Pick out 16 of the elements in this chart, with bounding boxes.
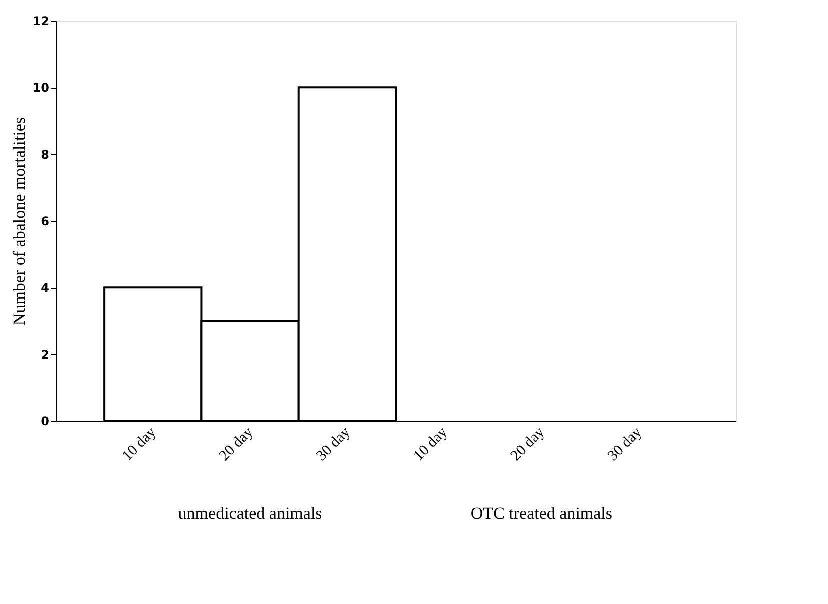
y-tick-label: 6 xyxy=(41,214,50,228)
y-tick-label: 0 xyxy=(41,414,50,428)
y-tick-label: 2 xyxy=(41,348,50,362)
y-tick-label: 4 xyxy=(41,281,50,296)
y-tick-label: 10 xyxy=(32,81,50,96)
y-axis-title: Number of abalone mortalities xyxy=(10,117,29,326)
x-tick-label: 10 day xyxy=(120,424,160,464)
y-tick-label: 8 xyxy=(41,148,50,162)
x-tick-label: 30 day xyxy=(314,424,354,464)
y-tick-label: 12 xyxy=(32,14,50,28)
x-tick-label: 30 day xyxy=(605,424,646,464)
x-tick-label: 10 day xyxy=(411,424,452,464)
x-tick-label: 20 day xyxy=(508,424,548,464)
text: unmedicated animals xyxy=(178,504,322,523)
text: OTC treated animals xyxy=(470,504,613,523)
x-tick-label: 20 day xyxy=(216,424,257,464)
